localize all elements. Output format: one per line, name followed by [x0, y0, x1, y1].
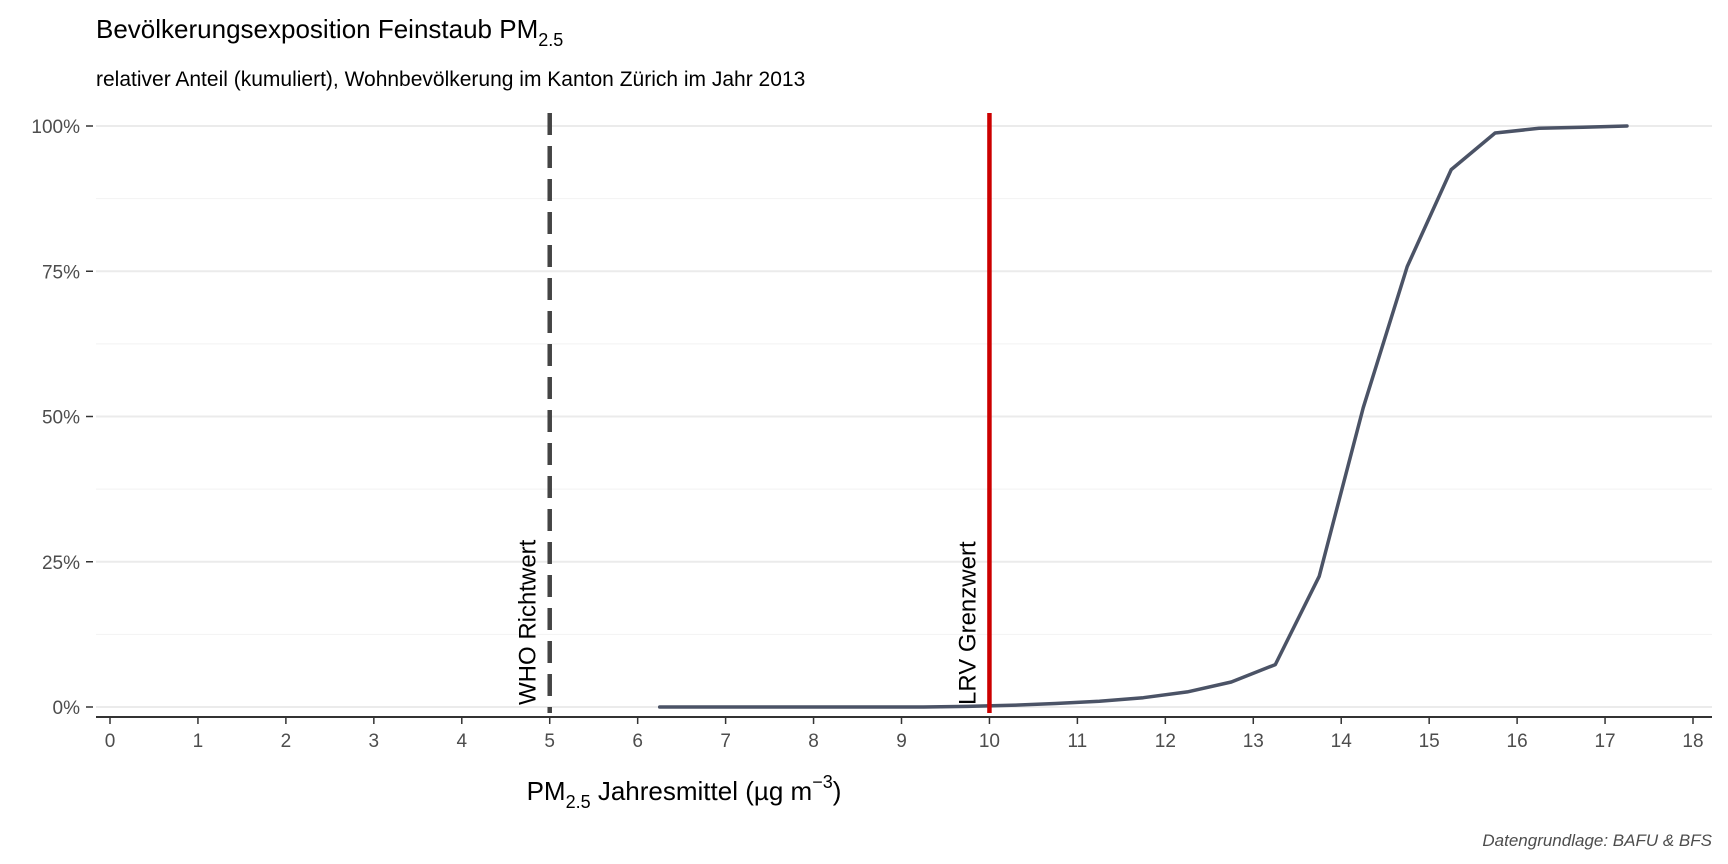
x-axis-title: PM2.5 Jahresmittel (µg m−3)	[527, 772, 842, 812]
x-tick-label: 18	[1682, 731, 1703, 752]
x-tick-label: 1	[193, 731, 204, 752]
x-tick-label: 9	[896, 731, 907, 752]
y-tick-label: 50%	[42, 408, 80, 429]
x-tick-label: 16	[1507, 731, 1528, 752]
x-tick-label: 3	[369, 731, 380, 752]
x-tick-label: 10	[979, 731, 1000, 752]
grid-minor	[96, 198, 1712, 635]
chart-title-main: Bevölkerungsexposition Feinstaub PM	[96, 14, 538, 44]
x-tick-label: 11	[1068, 731, 1088, 752]
x-tick-label: 17	[1594, 731, 1615, 752]
reference-line-label: WHO Richtwert	[515, 539, 542, 705]
x-tick-label: 14	[1331, 731, 1353, 752]
series-line	[657, 124, 1629, 709]
x-tick-label: 13	[1243, 731, 1264, 752]
x-tick-label: 0	[105, 731, 116, 752]
reference-line-label: LRV Grenzwert	[954, 541, 981, 705]
y-tick-label: 75%	[42, 262, 80, 283]
y-tick-label: 100%	[31, 117, 80, 138]
x-tick-label: 2	[281, 731, 292, 752]
chart-title: Bevölkerungsexposition Feinstaub PM2.5	[96, 14, 563, 50]
y-tick-label: 0%	[53, 698, 81, 719]
x-tick-label: 15	[1419, 731, 1440, 752]
x-tick-label: 8	[808, 731, 819, 752]
x-axis-title-pre: PM	[527, 776, 566, 806]
reference-lines: WHO Richtwert LRV Grenzwert	[515, 113, 992, 713]
x-axis-title-sup: −3	[812, 772, 833, 792]
grid-major	[96, 125, 1712, 708]
x-tick-label: 7	[720, 731, 731, 752]
x-axis-title-sub: 2.5	[566, 792, 591, 812]
y-axis: 0% 25% 50% 75% 100%	[31, 117, 93, 719]
x-axis-title-post: )	[833, 776, 842, 806]
chart-subtitle: relativer Anteil (kumuliert), Wohnbevölk…	[96, 68, 805, 91]
y-tick-label: 25%	[42, 553, 80, 574]
x-tick-label: 4	[456, 731, 467, 752]
chart-caption: Datengrundlage: BAFU & BFS	[1482, 831, 1712, 850]
series-layer	[657, 124, 1629, 709]
x-axis-title-mid: Jahresmittel (µg m	[591, 776, 813, 806]
x-tick-label: 6	[632, 731, 643, 752]
chart-title-sub: 2.5	[538, 30, 563, 50]
x-axis: 0 1 2 3 4 5 6 7 8 9 10 11 12 13 14 15 16 17 18	[96, 716, 1712, 752]
x-tick-label: 5	[544, 731, 555, 752]
x-tick-label: 12	[1155, 731, 1176, 752]
